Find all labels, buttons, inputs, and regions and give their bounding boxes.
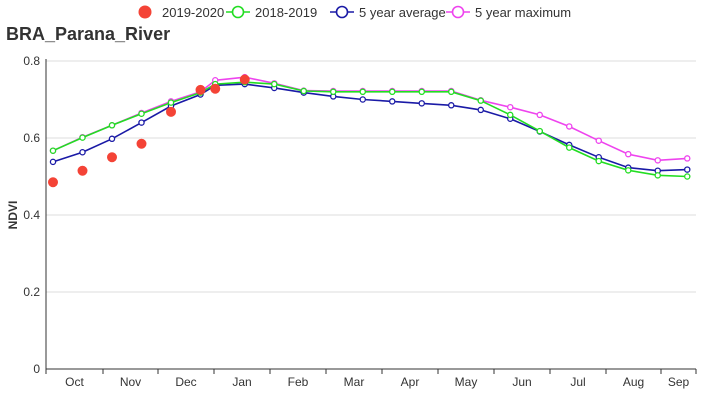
data-point	[418, 88, 425, 96]
data-point	[359, 88, 366, 96]
data-point	[654, 157, 662, 164]
data-point	[447, 102, 455, 109]
data-point	[48, 177, 58, 188]
data-point	[388, 88, 396, 96]
y-tick-label: 0.6	[23, 131, 40, 145]
legend-item[interactable]: 5 year maximum	[446, 5, 571, 20]
data-point	[477, 97, 484, 104]
data-point	[77, 165, 88, 176]
x-tick-label: Nov	[120, 375, 141, 389]
data-point	[477, 106, 484, 114]
legend-item[interactable]: 2018-2019	[226, 5, 317, 20]
data-point	[108, 135, 116, 143]
legend-label: 2018-2019	[255, 5, 317, 20]
y-tick-label: 0	[33, 362, 40, 376]
x-tick-label: May	[455, 375, 478, 389]
data-point	[79, 134, 86, 141]
x-tick-label: Jul	[570, 375, 585, 389]
data-point	[595, 157, 603, 165]
legend-marker	[138, 5, 152, 19]
data-point	[270, 80, 278, 88]
legend-item[interactable]: 5 year average	[330, 5, 446, 20]
legend-marker	[231, 5, 245, 19]
x-tick-label: Mar	[344, 375, 365, 389]
data-point	[167, 99, 175, 106]
data-point	[536, 127, 544, 135]
legend-marker	[335, 5, 349, 19]
data-point	[684, 173, 691, 180]
legend-label: 5 year maximum	[475, 5, 571, 20]
data-point	[138, 119, 145, 126]
legend-item[interactable]: 2019-2020	[138, 5, 225, 20]
series-line-2018-2019	[52, 81, 688, 178]
x-axis: Oct Nov Dec Jan Feb Mar Apr May Jun Jul Aug Sep	[45, 368, 697, 389]
y-axis-label: NDVI	[6, 201, 20, 230]
data-point	[506, 111, 514, 119]
data-point	[108, 122, 116, 129]
data-point	[566, 123, 573, 130]
x-tick-label: Aug	[623, 375, 644, 389]
data-point	[566, 144, 573, 151]
x-tick-label: Apr	[401, 375, 420, 389]
data-point	[536, 111, 544, 119]
data-point	[166, 106, 176, 117]
data-point	[447, 88, 455, 96]
data-point	[625, 150, 632, 158]
data-point	[359, 96, 366, 103]
legend-label: 5 year average	[359, 5, 446, 20]
data-point	[138, 110, 145, 117]
legend[interactable]: 2019-2020 2018-2019 5 year average 5 year m…	[138, 5, 572, 20]
y-tick-label: 0.4	[23, 208, 40, 222]
data-point	[107, 152, 117, 163]
x-tick-label: Oct	[65, 375, 84, 389]
data-point	[418, 100, 425, 107]
y-tick-label: 0.2	[23, 285, 40, 299]
y-axis: 0 0.2 0.4 0.6 0.8	[23, 54, 47, 376]
data-point	[239, 74, 250, 85]
data-point	[49, 147, 57, 154]
data-point	[329, 88, 337, 96]
data-point	[506, 103, 514, 111]
plot-area	[48, 73, 691, 188]
data-point	[300, 87, 307, 95]
data-point	[210, 83, 221, 94]
gridlines	[46, 60, 696, 293]
x-tick-label: Sep	[668, 375, 690, 389]
data-point	[195, 84, 206, 95]
data-point	[595, 137, 603, 144]
legend-marker	[451, 5, 465, 19]
y-tick-label: 0.8	[23, 54, 40, 68]
data-point	[684, 155, 691, 162]
data-point	[625, 167, 632, 174]
chart-title: BRA_Parana_River	[6, 24, 170, 44]
x-tick-label: Jun	[512, 375, 531, 389]
data-point	[388, 98, 396, 105]
x-tick-label: Feb	[288, 375, 309, 389]
data-point	[136, 138, 147, 149]
x-tick-label: Dec	[175, 375, 196, 389]
legend-label: 2019-2020	[162, 5, 224, 20]
data-point	[684, 166, 691, 173]
data-point	[49, 158, 57, 166]
x-tick-label: Jan	[232, 375, 251, 389]
data-point	[79, 148, 86, 156]
data-point	[654, 172, 662, 179]
